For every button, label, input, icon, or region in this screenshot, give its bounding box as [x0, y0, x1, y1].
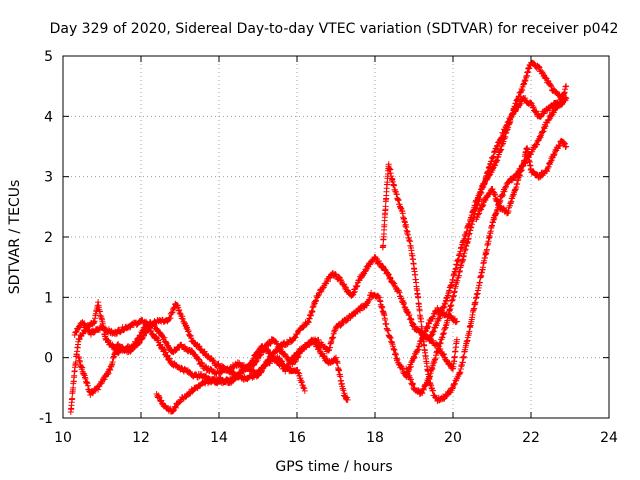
y-tick-label: -1 [39, 411, 53, 427]
x-axis-ticks: 10 12 14 16 18 20 22 24 [54, 56, 618, 446]
y-tick-label: 4 [44, 109, 53, 125]
series-track-2 [71, 254, 460, 380]
y-tick-label: 2 [44, 230, 53, 246]
data-point-markers [426, 95, 570, 344]
data-series [67, 59, 570, 415]
x-tick-label: 12 [132, 430, 150, 446]
y-axis-ticks: -1 0 1 2 3 4 5 [39, 49, 609, 427]
x-tick-label: 16 [288, 430, 306, 446]
y-tick-label: 1 [44, 290, 53, 306]
y-tick-label: 0 [44, 351, 53, 367]
y-axis-label: SDTVAR / TECUs [7, 180, 23, 295]
x-axis-label: GPS time / hours [275, 459, 392, 475]
x-tick-label: 24 [600, 430, 618, 446]
data-point-markers [379, 83, 570, 404]
chart-title: Day 329 of 2020, Sidereal Day-to-day VTE… [50, 21, 619, 37]
series-track-5 [379, 83, 570, 404]
y-tick-label: 3 [44, 170, 53, 186]
data-point-markers [473, 137, 570, 223]
x-tick-label: 14 [210, 430, 228, 446]
x-tick-label: 18 [366, 430, 384, 446]
x-tick-label: 22 [522, 430, 540, 446]
data-point-markers [153, 336, 351, 415]
data-point-markers [71, 254, 460, 380]
series-track-4 [153, 336, 351, 415]
x-tick-label: 10 [54, 430, 72, 446]
y-tick-label: 5 [44, 49, 53, 65]
series-track-7 [426, 95, 570, 344]
series-track-8 [473, 137, 570, 223]
x-tick-label: 20 [444, 430, 462, 446]
